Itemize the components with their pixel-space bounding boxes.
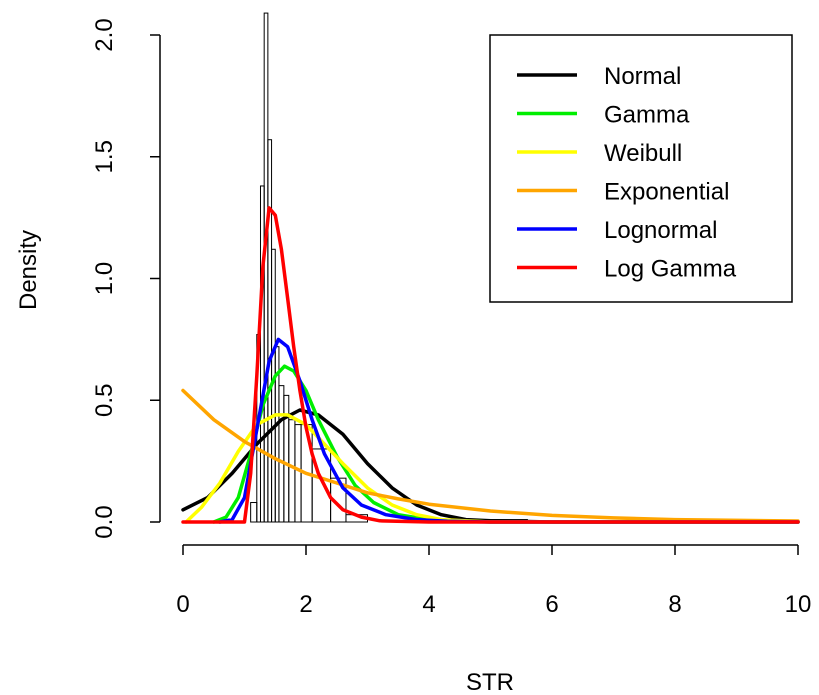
curve-log-gamma [181, 206, 800, 524]
histogram-bar-2 [259, 185, 265, 523]
legend-label: Log Gamma [604, 256, 737, 283]
axes: 0 2 4 6 8 10 0.0 0.5 1.0 1.5 2.0 [91, 18, 811, 618]
x-axis-title: STR [466, 669, 514, 695]
legend-box [489, 34, 793, 303]
curve-exponential [181, 388, 800, 523]
density-curves [181, 206, 800, 524]
x-tick-label: 0 [176, 591, 189, 618]
y-tick-label: 0.0 [91, 505, 118, 538]
legend-label: Normal [604, 63, 681, 90]
curve-weibull [184, 413, 800, 524]
legend-label: Exponential [604, 179, 729, 206]
histogram-bar-9 [288, 419, 296, 523]
y-tick-label: 0.5 [91, 384, 118, 417]
legend-label: Lognormal [604, 217, 717, 244]
legend-label: Gamma [604, 102, 690, 129]
legend-label: Weibull [604, 140, 682, 167]
x-tick-label: 4 [422, 591, 435, 618]
histogram [250, 12, 713, 523]
histogram-bar-0 [250, 502, 258, 523]
x-tick-label: 10 [785, 591, 812, 618]
histogram-bar-10 [294, 424, 302, 523]
legend: Normal Gamma Weibull Exponential Lognormal Lo… [489, 34, 793, 303]
histogram-bar-7 [278, 385, 285, 523]
x-tick-label: 8 [668, 591, 681, 618]
histogram-bar-3 [263, 12, 269, 523]
x-tick-label: 6 [545, 591, 558, 618]
histogram-bar-4 [267, 139, 273, 523]
y-tick-label: 1.0 [91, 262, 118, 295]
curve-gamma [212, 364, 800, 524]
x-tick-label: 2 [299, 591, 312, 618]
y-axis-title: Density [15, 230, 42, 310]
y-tick-label: 2.0 [91, 18, 118, 51]
y-tick-label: 1.5 [91, 140, 118, 173]
